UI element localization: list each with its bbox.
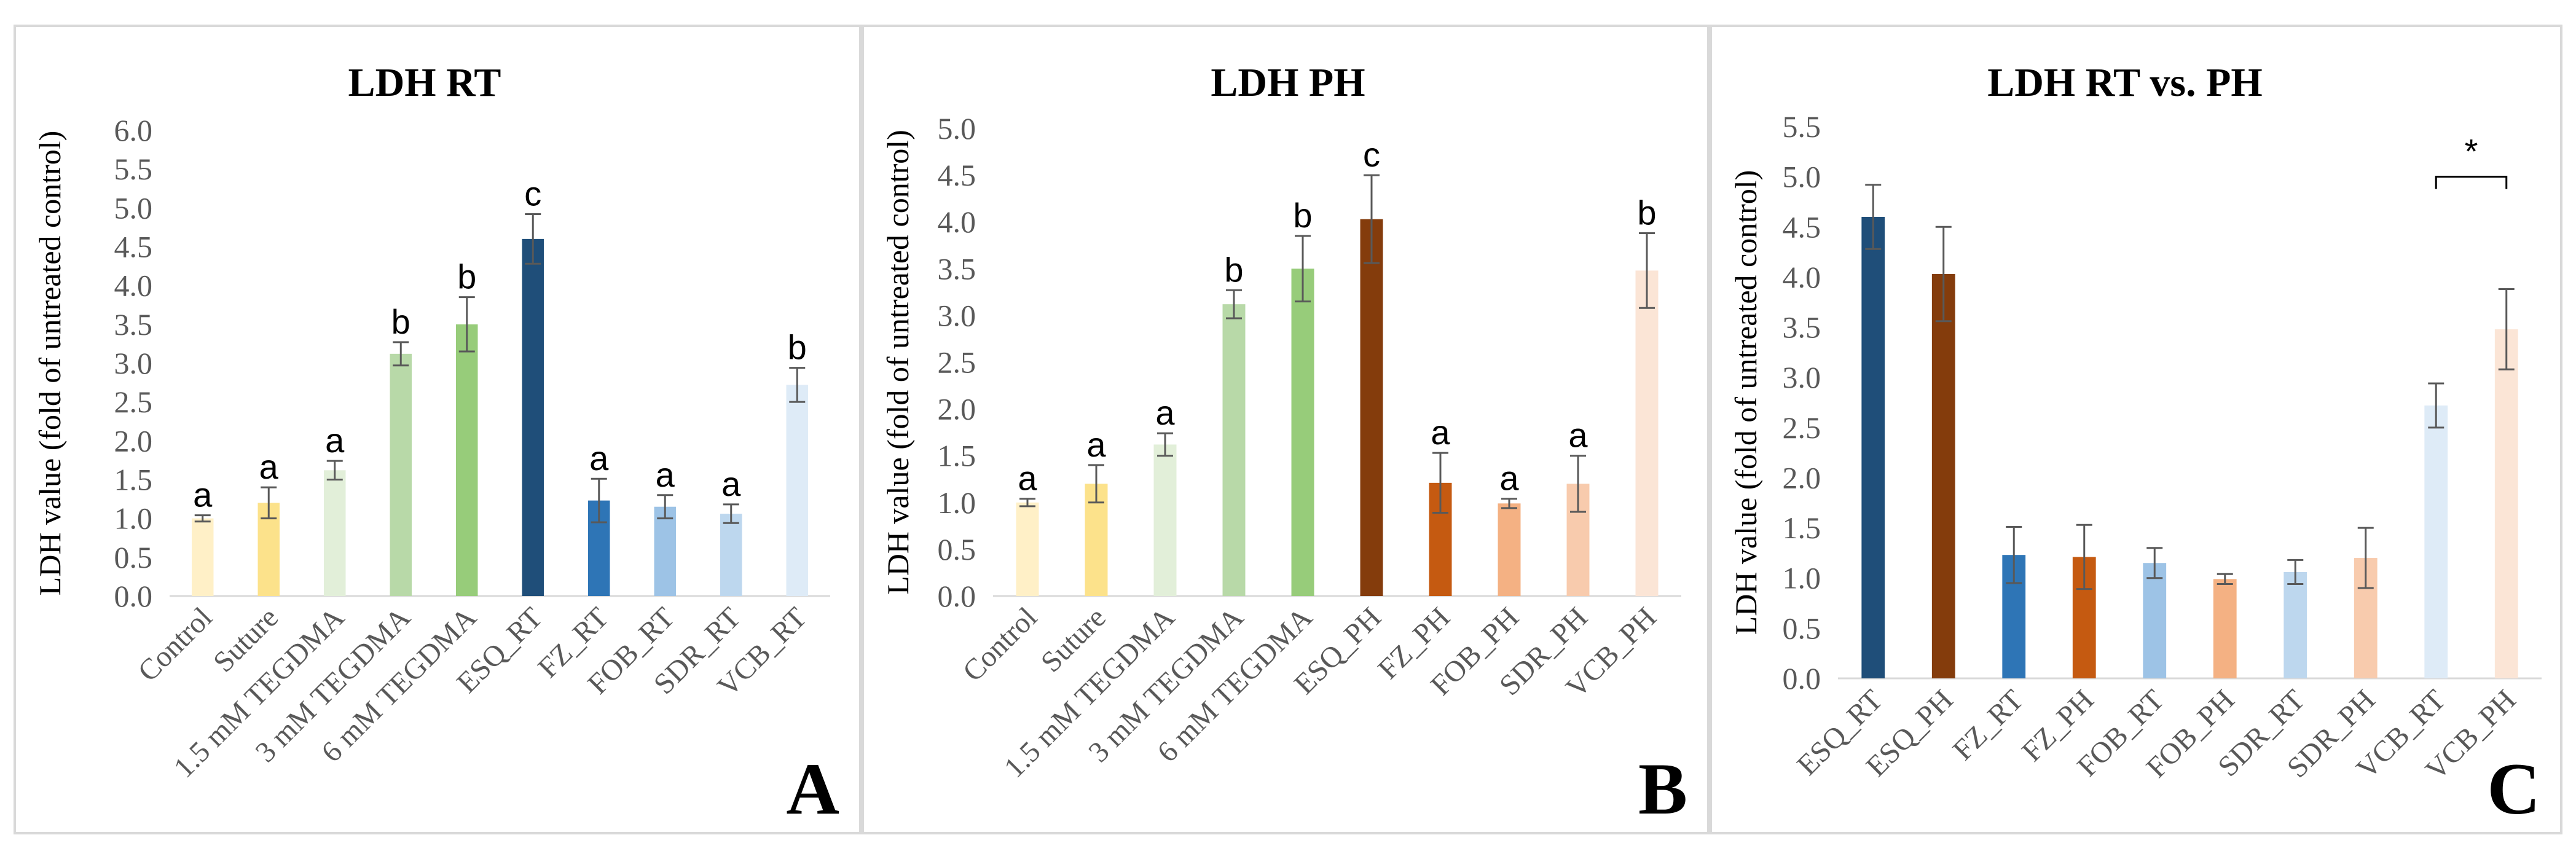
panel-a: LDH RT LDH value (fold of untreated contr… xyxy=(14,25,862,834)
y-tick-label: 2.0 xyxy=(1783,460,1821,495)
bar xyxy=(456,324,478,596)
y-tick-label: 3.5 xyxy=(1783,310,1821,345)
y-tick-label: 1.5 xyxy=(114,463,153,497)
bar xyxy=(2143,563,2167,678)
y-tick-label: 3.0 xyxy=(114,346,153,380)
y-tick-label: 1.5 xyxy=(938,439,976,473)
panel-b: LDH PH LDH value (fold of untreated contr… xyxy=(862,25,1710,834)
bar xyxy=(1291,269,1314,596)
significance-bracket xyxy=(2435,176,2508,189)
y-tick-label: 5.5 xyxy=(1783,109,1821,144)
significance-letter: b xyxy=(788,328,807,367)
significance-letter: a xyxy=(721,465,741,503)
significance-letter: a xyxy=(259,447,279,486)
bar xyxy=(1153,444,1177,596)
y-tick-label: 2.0 xyxy=(938,392,976,426)
significance-letter: a xyxy=(589,439,609,477)
significance-letter: b xyxy=(1293,196,1312,235)
y-tick-label: 4.0 xyxy=(114,269,153,303)
x-tick-label: FZ_RT xyxy=(1947,683,2030,766)
bar xyxy=(390,353,412,596)
y-tick-label: 2.0 xyxy=(114,423,153,458)
y-tick-label: 4.0 xyxy=(1783,260,1821,294)
bar xyxy=(654,506,676,596)
y-tick-label: 3.0 xyxy=(1783,360,1821,394)
y-tick-label: 5.0 xyxy=(114,190,153,225)
significance-letter: b xyxy=(1637,193,1656,232)
bar xyxy=(522,238,544,596)
bar xyxy=(1931,274,1955,679)
significance-letter: c xyxy=(1363,135,1380,174)
y-tick-label: 3.5 xyxy=(938,251,976,286)
bar xyxy=(2283,571,2307,678)
bar xyxy=(1222,304,1246,596)
y-tick-label: 0.0 xyxy=(114,579,153,613)
y-tick-label: 0.5 xyxy=(1783,611,1821,645)
y-tick-label: 3.5 xyxy=(114,307,153,342)
y-tick-label: 4.5 xyxy=(938,158,976,192)
panel-letter: A xyxy=(786,748,839,830)
y-tick-label: 0.5 xyxy=(114,540,153,575)
y-tick-label: 4.5 xyxy=(114,230,153,264)
y-tick-label: 2.5 xyxy=(114,385,153,419)
significance-letter: a xyxy=(1431,413,1450,452)
chart-ldh-rt-vs-ph: LDH RT vs. PH LDH value (fold of untreate… xyxy=(1729,60,2542,830)
bar xyxy=(2494,329,2518,678)
significance-letter: a xyxy=(1568,416,1588,455)
bar xyxy=(720,514,742,596)
x-tick-label: Control xyxy=(132,601,218,688)
panel-letter: B xyxy=(1638,748,1687,830)
chart-title: LDH RT xyxy=(348,60,501,105)
significance-letter: a xyxy=(1018,459,1037,498)
significance-letter: a xyxy=(193,476,213,514)
y-tick-label: 1.0 xyxy=(1783,561,1821,595)
y-axis-label: LDH value (fold of untreated control) xyxy=(33,131,67,596)
chart-ldh-ph: LDH PH LDH value (fold of untreated contr… xyxy=(881,60,1687,830)
y-tick-label: 5.5 xyxy=(114,152,153,186)
y-tick-label: 5.0 xyxy=(938,111,976,146)
y-axis-label: LDH value (fold of untreated control) xyxy=(881,130,915,595)
significance-letter: a xyxy=(325,421,345,460)
bar xyxy=(1498,503,1521,596)
y-tick-label: 1.0 xyxy=(938,485,976,520)
chart-title: LDH PH xyxy=(1211,60,1365,105)
panel-letter: C xyxy=(2487,748,2540,830)
y-tick-label: 3.0 xyxy=(938,298,976,332)
y-tick-label: 0.0 xyxy=(1783,661,1821,696)
significance-letter: a xyxy=(656,455,675,494)
bar xyxy=(1016,502,1039,596)
significance-letter: a xyxy=(1086,425,1106,464)
significance-letter: c xyxy=(524,174,541,213)
significance-letter: a xyxy=(1499,459,1519,498)
significance-star: * xyxy=(2465,132,2478,171)
bar xyxy=(2213,579,2237,678)
bar xyxy=(2424,405,2448,678)
bar xyxy=(1635,270,1659,596)
y-tick-label: 2.5 xyxy=(1783,410,1821,445)
bar xyxy=(786,385,808,596)
bar xyxy=(1861,216,1885,679)
y-tick-label: 1.0 xyxy=(114,501,153,536)
y-tick-label: 1.5 xyxy=(1783,511,1821,545)
chart-ldh-rt: LDH RT LDH value (fold of untreated contr… xyxy=(33,60,839,830)
y-tick-label: 2.5 xyxy=(938,345,976,380)
y-tick-label: 4.0 xyxy=(938,205,976,239)
chart-title: LDH RT vs. PH xyxy=(1987,60,2263,105)
significance-letter: b xyxy=(391,302,410,341)
y-tick-label: 0.5 xyxy=(938,532,976,567)
significance-letter: b xyxy=(1224,250,1243,289)
y-tick-label: 0.0 xyxy=(938,579,976,613)
panel-c: LDH RT vs. PH LDH value (fold of untreate… xyxy=(1710,25,2562,834)
bar xyxy=(1360,219,1383,596)
y-tick-label: 5.0 xyxy=(1783,160,1821,194)
significance-letter: a xyxy=(1155,393,1175,432)
y-tick-label: 6.0 xyxy=(114,113,153,147)
significance-letter: b xyxy=(457,257,476,296)
bar xyxy=(324,470,346,596)
x-tick-label: Control xyxy=(957,601,1043,688)
y-tick-label: 4.5 xyxy=(1783,210,1821,244)
bar xyxy=(192,518,214,596)
y-axis-label: LDH value (fold of untreated control) xyxy=(1729,170,1763,635)
